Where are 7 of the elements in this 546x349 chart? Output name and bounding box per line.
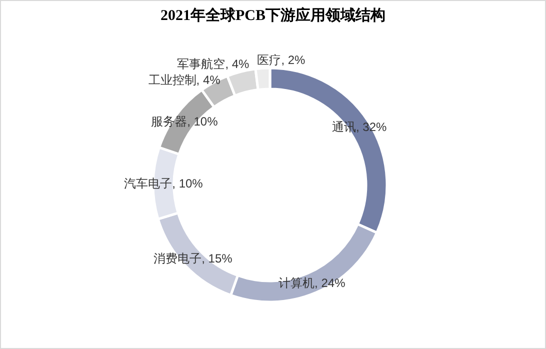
slice-label: 服务器, 10%	[151, 114, 218, 129]
slice-label: 医疗, 2%	[257, 53, 306, 68]
chart-title: 2021年全球PCB下游应用领域结构	[160, 6, 386, 24]
slice-label: 工业控制, 4%	[148, 72, 221, 87]
slice-label: 汽车电子, 10%	[124, 176, 204, 190]
slice-label: 消费电子, 15%	[154, 252, 233, 266]
slice-label: 军事航空, 4%	[177, 56, 250, 71]
